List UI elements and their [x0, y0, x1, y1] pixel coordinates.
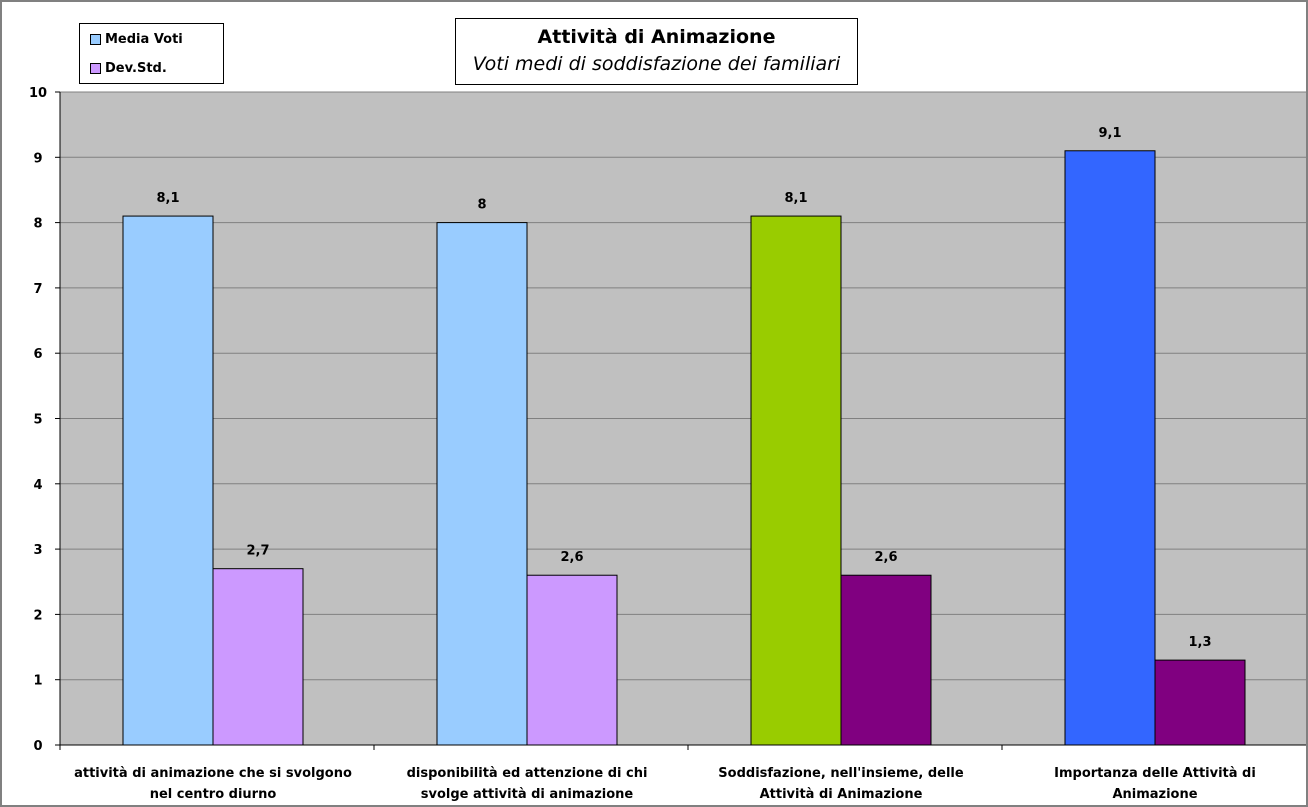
category-label: Animazione [1112, 787, 1197, 802]
data-label: 2,6 [560, 550, 583, 565]
data-label: 2,7 [246, 544, 269, 559]
bar-dev-std [840, 574, 932, 746]
legend-label-media-voti: Media Voti [105, 31, 183, 47]
y-tick-label: 9 [33, 151, 42, 166]
data-label: 9,1 [1098, 126, 1121, 141]
y-tick-label: 8 [33, 217, 42, 232]
chart-title: Attività di Animazione [537, 26, 776, 48]
category-label: nel centro diurno [150, 787, 277, 802]
y-tick-label: 6 [33, 347, 42, 362]
bar-dev-std [526, 574, 618, 746]
category-label: Soddisfazione, nell'insieme, delle [718, 766, 964, 781]
bar-dev-std [212, 568, 304, 746]
y-tick-label: 10 [29, 86, 47, 101]
bar-media-voti [436, 222, 528, 746]
data-label: 8 [477, 198, 486, 213]
y-tick-label: 5 [33, 413, 42, 428]
category-label: Importanza delle Attività di [1054, 766, 1256, 781]
legend-label-dev-std: Dev.Std. [105, 60, 167, 76]
data-label: 8,1 [156, 191, 179, 206]
legend-swatch-dev-std [90, 62, 101, 74]
legend-item-dev-std: Dev.Std. [90, 59, 167, 77]
bar-media-voti [750, 215, 842, 746]
data-label: 8,1 [784, 191, 807, 206]
bar-media-voti [1064, 150, 1156, 746]
data-label: 2,6 [874, 550, 897, 565]
y-tick-label: 3 [33, 543, 42, 558]
category-label: disponibilità ed attenzione di chi [407, 766, 648, 781]
y-tick-label: 4 [33, 478, 42, 493]
chart-title-box: Attività di Animazione Voti medi di sodd… [455, 18, 858, 85]
bar-media-voti [122, 215, 214, 746]
legend-item-media-voti: Media Voti [90, 30, 183, 48]
y-tick-label: 1 [33, 674, 42, 689]
legend: Media Voti Dev.Std. [79, 23, 224, 84]
data-label: 1,3 [1188, 635, 1211, 650]
category-label: attività di animazione che si svolgono [74, 766, 352, 781]
chart-subtitle: Voti medi di soddisfazione dei familiari [472, 53, 841, 75]
y-tick-label: 2 [33, 608, 42, 623]
legend-swatch-media-voti [90, 33, 101, 45]
category-label: svolge attività di animazione [421, 787, 634, 802]
category-label: Attività di Animazione [760, 787, 923, 802]
bar-dev-std [1154, 659, 1246, 746]
y-tick-label: 7 [33, 282, 42, 297]
y-tick-label: 0 [33, 739, 42, 754]
